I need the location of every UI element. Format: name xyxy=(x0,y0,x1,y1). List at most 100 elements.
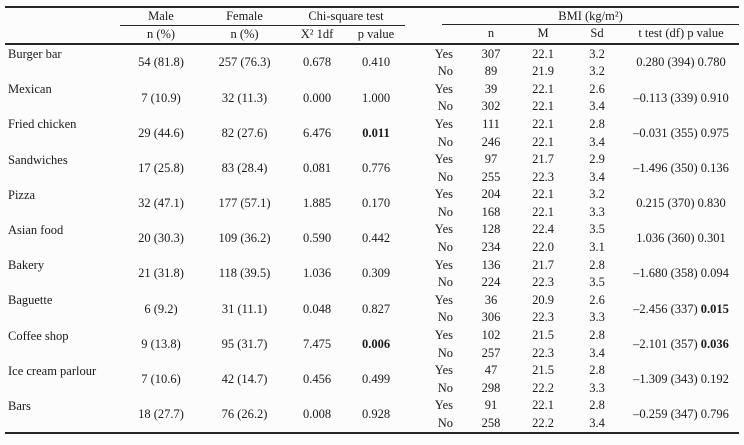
t-test-p-value: 0.136 xyxy=(700,160,729,175)
chi-x2-cell: 0.678 xyxy=(302,55,332,70)
t-test-p-value: 0.036 xyxy=(700,336,729,351)
header-spanner-row: Male Female Chi-square test BMI (kg/m²) xyxy=(5,7,740,26)
bmi-yes-label: Yes xyxy=(434,81,453,96)
bmi-m-cell: 22.2 xyxy=(532,380,554,395)
venue-row-no: No 246 22.1 3.4 xyxy=(5,133,739,151)
t-test-p-value: 0.796 xyxy=(700,407,729,422)
bmi-sd-cell: 3.2 xyxy=(589,187,605,202)
male-n-cell: 21 (31.8) xyxy=(138,266,184,281)
bmi-yes-label: Yes xyxy=(434,363,453,378)
female-n-cell: 109 (36.2) xyxy=(218,231,271,246)
bmi-m-cell: 22.1 xyxy=(532,81,554,96)
food-venue-gender-bmi-table: Male Female Chi-square test BMI (kg/m²) … xyxy=(5,6,740,435)
bmi-yes-label: Yes xyxy=(434,292,453,307)
venue-label: Bakery xyxy=(8,258,45,273)
bmi-n-cell: 257 xyxy=(481,345,501,360)
female-n-cell: 95 (31.7) xyxy=(221,336,268,351)
col-header-male: Male xyxy=(120,7,202,26)
bmi-n-cell: 91 xyxy=(484,398,498,413)
venue-row-no: No 306 22.3 3.3 xyxy=(5,309,739,327)
bmi-yes-label: Yes xyxy=(434,116,453,131)
t-test-stat: 0.215 (370) xyxy=(636,196,695,211)
subheader-female-n: n (%) xyxy=(202,25,287,45)
venue-row: Asian food 20 (30.3) 109 (36.2) 0.590 0.442 Y… xyxy=(5,221,739,244)
bmi-m-cell: 22.1 xyxy=(532,116,554,131)
bmi-m-cell: 21.9 xyxy=(532,64,554,79)
venue-row: Baguette 6 (9.2) 31 (11.1) 0.048 0.827 Yes 36 2… xyxy=(5,291,739,315)
bmi-m-cell: 21.5 xyxy=(532,328,554,343)
bmi-n-cell: 111 xyxy=(482,116,500,131)
bmi-yes-label: Yes xyxy=(434,398,453,413)
male-n-cell: 7 (10.6) xyxy=(141,372,181,387)
chi-x2-cell: 0.081 xyxy=(302,160,332,175)
bmi-n-cell: 204 xyxy=(481,187,501,202)
bmi-sd-cell: 3.1 xyxy=(589,240,605,255)
bmi-sd-cell: 2.6 xyxy=(589,292,605,307)
bmi-m-cell: 22.1 xyxy=(532,398,554,413)
bmi-n-cell: 224 xyxy=(481,275,501,290)
t-test-p-value: 0.192 xyxy=(700,372,729,387)
bmi-sd-cell: 2.8 xyxy=(589,363,605,378)
bmi-sd-cell: 2.8 xyxy=(589,328,605,343)
bmi-m-cell: 21.5 xyxy=(532,363,554,378)
female-n-cell: 83 (28.4) xyxy=(221,160,268,175)
female-n-cell: 42 (14.7) xyxy=(221,372,268,387)
venue-row: Bakery 21 (31.8) 118 (39.5) 1.036 0.309 Yes 13… xyxy=(5,256,739,280)
male-n-cell: 7 (10.9) xyxy=(141,90,181,105)
bmi-no-label: No xyxy=(437,99,453,114)
bmi-no-label: No xyxy=(437,416,453,431)
chi-x2-cell: 0.590 xyxy=(302,231,332,246)
subheader-m: M xyxy=(515,25,571,45)
bmi-n-cell: 102 xyxy=(481,328,501,343)
t-test-stat: –0.031 (355) xyxy=(633,125,698,140)
venue-label: Mexican xyxy=(8,82,52,97)
t-test-stat: –1.680 (358) xyxy=(633,266,698,281)
subheader-male-n: n (%) xyxy=(120,25,202,45)
bmi-no-label: No xyxy=(437,134,453,149)
female-n-cell: 177 (57.1) xyxy=(218,196,271,211)
t-test-stat: –0.259 (347) xyxy=(633,407,698,422)
male-n-cell: 54 (81.8) xyxy=(138,55,184,70)
bmi-sd-cell: 2.8 xyxy=(589,257,605,272)
bmi-sd-cell: 3.4 xyxy=(589,345,605,360)
bmi-m-cell: 22.3 xyxy=(532,310,554,325)
bmi-sd-cell: 3.4 xyxy=(589,99,605,114)
header-blank xyxy=(5,7,120,26)
venue-row-no: No 89 21.9 3.2 xyxy=(5,63,739,81)
col-header-bmi: BMI (kg/m²) xyxy=(405,7,740,26)
venue-row-no: No 255 22.3 3.4 xyxy=(5,168,739,186)
subheader-blank xyxy=(5,25,120,45)
bmi-yes-label: Yes xyxy=(434,328,453,343)
bmi-n-cell: 36 xyxy=(484,292,498,307)
chi-p-cell: 0.499 xyxy=(361,372,391,387)
chi-x2-cell: 0.000 xyxy=(302,90,332,105)
chi-p-cell: 0.442 xyxy=(361,231,391,246)
bmi-n-cell: 302 xyxy=(481,99,501,114)
venue-label: Bars xyxy=(8,398,31,413)
bmi-m-cell: 22.2 xyxy=(532,416,554,431)
venue-label: Pizza xyxy=(8,187,36,202)
header-sub-row: n (%) n (%) X² 1df p value n M Sd t test… xyxy=(5,25,740,45)
t-test-cell: –0.113 (339) 0.910 xyxy=(623,80,739,115)
bmi-yes-label: Yes xyxy=(434,187,453,202)
bmi-n-cell: 307 xyxy=(481,46,501,61)
bmi-n-cell: 97 xyxy=(484,152,498,167)
bmi-yes-label: Yes xyxy=(434,46,453,61)
bmi-m-cell: 22.1 xyxy=(532,187,554,202)
table-body: Burger bar 54 (81.8) 257 (76.3) 0.678 0.410 Y… xyxy=(5,44,739,433)
venue-label: Coffee shop xyxy=(8,328,69,343)
chi-x2-cell: 0.456 xyxy=(302,372,332,387)
bmi-m-cell: 20.9 xyxy=(532,292,554,307)
t-test-stat: –0.113 (339) xyxy=(633,90,698,105)
bmi-n-cell: 39 xyxy=(484,81,498,96)
bmi-sd-cell: 3.4 xyxy=(589,169,605,184)
venue-row: Burger bar 54 (81.8) 257 (76.3) 0.678 0.410 Y… xyxy=(5,44,739,68)
chi-x2-cell: 1.036 xyxy=(302,266,332,281)
venue-label: Ice cream parlour xyxy=(8,363,97,378)
bmi-m-cell: 22.4 xyxy=(532,222,554,237)
male-n-cell: 32 (47.1) xyxy=(138,196,184,211)
col-header-bmi-label: BMI (kg/m²) xyxy=(442,8,740,26)
venue-row-no: No 234 22.0 3.1 xyxy=(5,239,739,257)
subheader-t-test: t test (df) p value xyxy=(623,25,740,45)
